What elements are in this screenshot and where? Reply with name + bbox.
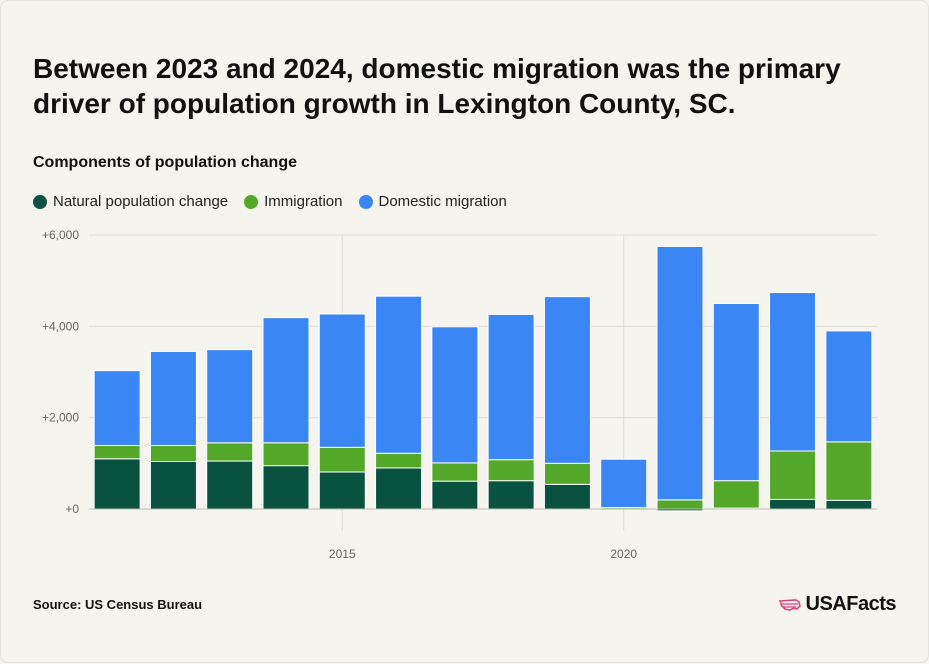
legend-swatch-immigration (244, 194, 259, 209)
bar-natural-2024 (825, 499, 873, 510)
bar-domestic-2015 (318, 313, 366, 448)
y-tick-label: +4,000 (42, 319, 79, 333)
bar-natural-2012 (149, 461, 197, 510)
bar-natural-2013 (206, 460, 254, 510)
bar-domestic-2012 (149, 350, 197, 447)
bar-natural-2017 (431, 480, 479, 510)
x-tick-label: 2015 (329, 547, 356, 561)
y-tick-label: +2,000 (42, 411, 79, 425)
legend-swatch-natural (33, 194, 47, 209)
bar-immigration-2013 (206, 442, 254, 462)
bar-immigration-2021 (656, 499, 704, 510)
bar-natural-2019 (543, 483, 591, 510)
bar-immigration-2011 (93, 445, 141, 460)
y-tick-label: +0 (65, 502, 79, 516)
legend: Natural population change Immigration Do… (33, 193, 523, 210)
legend-item-natural: Natural population change (33, 193, 228, 210)
bar-domestic-2019 (543, 296, 591, 464)
bar-immigration-2017 (431, 462, 479, 482)
bar-natural-2011 (93, 458, 141, 510)
bar-immigration-2024 (825, 441, 873, 501)
brand: USAFacts (778, 593, 897, 616)
legend-label-immigration: Immigration (264, 193, 343, 210)
legend-label-natural: Natural population change (53, 193, 229, 210)
bar-immigration-2019 (543, 462, 591, 485)
bar-immigration-2018 (487, 459, 535, 482)
bar-immigration-2014 (262, 442, 310, 467)
legend-label-domestic: Domestic migration (378, 193, 507, 210)
bar-immigration-2012 (149, 445, 197, 463)
brand-name: USAFacts (805, 593, 897, 615)
bar-immigration-2016 (375, 452, 423, 469)
bar-domestic-2020 (600, 458, 648, 509)
bar-natural-2016 (375, 467, 423, 510)
x-tick-label: 2020 (610, 547, 637, 561)
bar-natural-2015 (318, 471, 366, 510)
bar-domestic-2018 (487, 313, 535, 461)
y-tick-label: +6,000 (42, 228, 79, 242)
bar-domestic-2023 (769, 292, 817, 452)
bar-natural-2023 (769, 498, 817, 510)
legend-item-domestic: Domestic migration (358, 193, 507, 210)
bar-immigration-2023 (769, 450, 817, 500)
usafacts-logo-icon (778, 598, 801, 611)
bar-domestic-2022 (712, 303, 760, 482)
bar-domestic-2021 (656, 245, 704, 501)
legend-item-immigration: Immigration (244, 193, 343, 210)
chart-subtitle: Components of population change (33, 154, 297, 171)
source-note: Source: US Census Bureau (33, 597, 203, 612)
bar-natural-2018 (487, 480, 535, 510)
bar-immigration-2022 (712, 480, 760, 509)
bar-domestic-2013 (206, 349, 254, 444)
chart-title: Between 2023 and 2024, domestic migratio… (33, 53, 841, 119)
bar-domestic-2014 (262, 317, 310, 444)
bar-domestic-2017 (431, 326, 479, 464)
bar-immigration-2015 (318, 446, 366, 473)
bar-domestic-2011 (93, 370, 141, 447)
legend-swatch-domestic (358, 194, 373, 209)
bar-domestic-2016 (375, 295, 423, 454)
bar-domestic-2024 (825, 330, 873, 443)
bar-natural-2014 (262, 465, 310, 510)
